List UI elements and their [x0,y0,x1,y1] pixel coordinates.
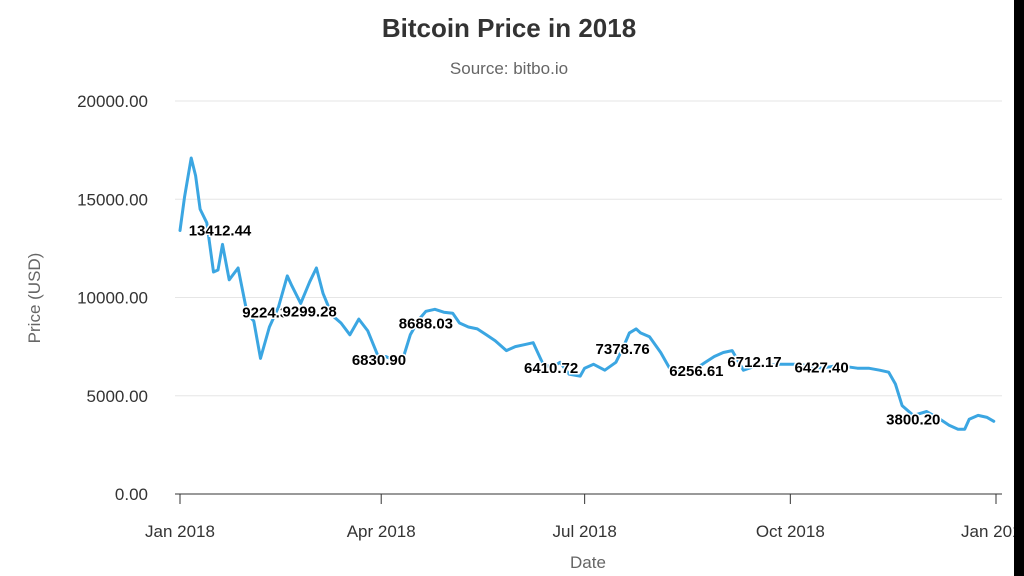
grid-lines [175,100,1002,397]
y-axis-ticks: 0.00 5000.00 10000.00 15000.00 20000.00 [77,92,148,504]
y-tick-label: 10000.00 [77,289,148,308]
x-tick-label: Jan 2018 [145,522,215,541]
data-label: 6712.17 [727,354,781,371]
y-tick-label: 0.00 [115,485,148,504]
chart-subtitle: Source: bitbo.io [450,59,568,78]
x-axis-ticks: Jan 2018 Apr 2018 Jul 2018 Oct 2018 Jan 2019 [145,494,1014,541]
data-label: 13412.44 [189,222,252,239]
data-label: 6410.72 [524,360,578,377]
data-label: 6256.61 [669,363,723,380]
y-axis-title: Price (USD) [25,253,44,344]
y-tick-label: 20000.00 [77,92,148,111]
chart-title: Bitcoin Price in 2018 [382,13,636,43]
x-tick-label: Jul 2018 [553,522,617,541]
y-tick-label: 15000.00 [77,190,148,209]
y-tick-label: 5000.00 [87,387,148,406]
data-label: 3800.20 [886,411,940,428]
data-label: 9224.39 [242,305,296,322]
data-label: 7378.76 [596,341,650,358]
x-tick-label: Oct 2018 [756,522,825,541]
x-tick-label: Jan 2019 [961,522,1014,541]
data-label: 6830.90 [352,352,406,369]
data-label: 9299.28 [283,303,337,320]
price-line [178,156,996,431]
x-axis-title: Date [570,553,606,572]
x-tick-label: Apr 2018 [347,522,416,541]
data-label: 6427.40 [795,360,849,377]
data-label: 8688.03 [399,315,453,332]
